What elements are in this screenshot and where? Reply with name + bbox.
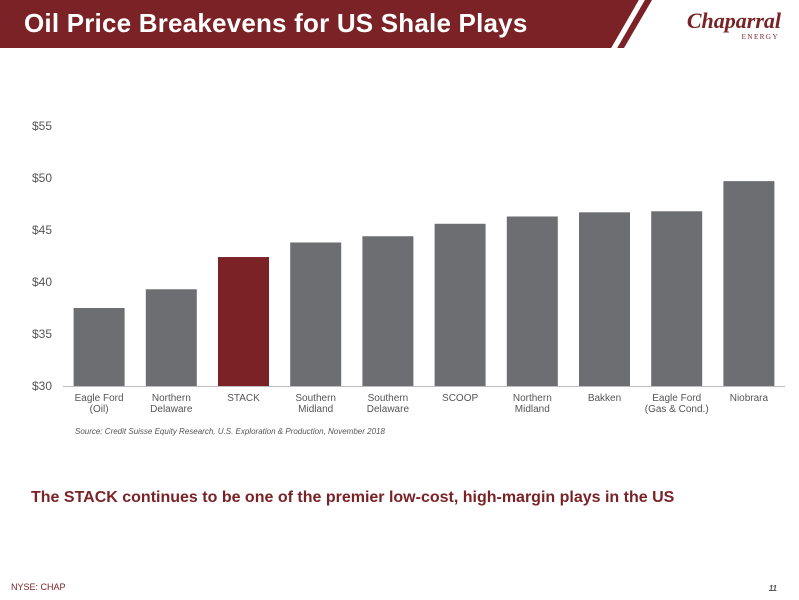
- tagline: The STACK continues to be one of the pre…: [31, 489, 675, 506]
- x-tick-label: Niobrara: [730, 393, 769, 404]
- logo-subtitle: ENERGY: [741, 33, 779, 41]
- y-tick-label: $55: [32, 119, 52, 133]
- y-tick-label: $50: [32, 171, 52, 185]
- x-tick-label: Eagle Ford (Oil): [75, 393, 124, 415]
- y-tick-label: $40: [32, 275, 52, 289]
- bar: [218, 257, 269, 386]
- y-axis: $30 $35 $40 $45 $50 $55: [32, 119, 52, 393]
- x-tick-label: SCOOP: [442, 393, 478, 404]
- bar: [651, 211, 703, 386]
- x-tick-label: Southern Midland: [295, 393, 336, 415]
- bar: [434, 223, 486, 386]
- y-tick-label: $30: [32, 379, 52, 393]
- bar: [290, 242, 342, 386]
- stock-ticker: NYSE: CHAP: [11, 582, 66, 592]
- company-logo: Chaparral ENERGY: [624, 0, 799, 48]
- bar: [723, 181, 775, 386]
- bar: [73, 308, 125, 386]
- bars: [73, 181, 775, 386]
- x-tick-label: STACK: [227, 393, 260, 404]
- y-tick-label: $35: [32, 327, 52, 341]
- source-note: Source: Credit Suisse Equity Research, U…: [75, 427, 385, 436]
- bar: [506, 216, 558, 386]
- x-tick-label: Southern Delaware: [367, 393, 410, 415]
- logo-wordmark: Chaparral: [686, 8, 781, 33]
- x-tick-label: Eagle Ford (Gas & Cond.): [645, 393, 709, 415]
- page-number: 11: [768, 584, 777, 593]
- y-tick-label: $45: [32, 223, 52, 237]
- slide-title: Oil Price Breakevens for US Shale Plays: [24, 8, 528, 38]
- x-axis: Eagle Ford (Oil) Northern Delaware STACK Sout…: [75, 393, 769, 415]
- x-tick-label: Northern Midland: [513, 393, 552, 415]
- breakeven-bar-chart: $30 $35 $40 $45 $50 $55 Eagle Ford (Oil) Northe…: [32, 119, 785, 415]
- bar: [362, 236, 414, 386]
- bar: [145, 289, 197, 386]
- bar: [579, 212, 630, 386]
- x-tick-label: Northern Delaware: [150, 393, 193, 415]
- x-tick-label: Bakken: [588, 393, 621, 404]
